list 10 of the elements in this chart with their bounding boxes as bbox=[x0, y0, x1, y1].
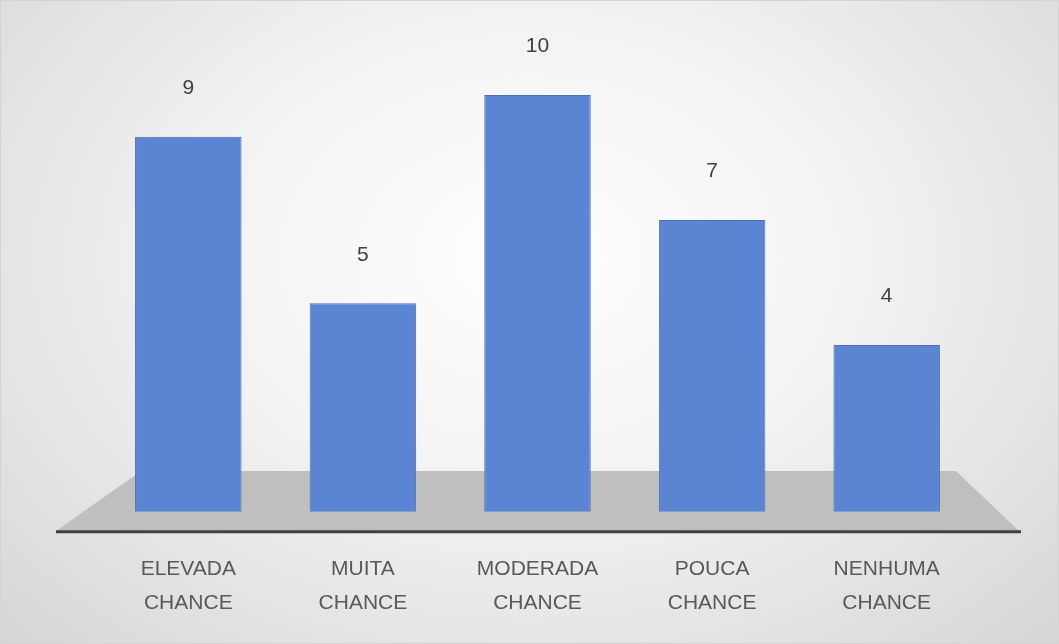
x-tick-label: MUITA CHANCE bbox=[318, 555, 408, 614]
data-label: 10 bbox=[525, 33, 550, 57]
x-tick-label: MODERADA CHANCE bbox=[476, 555, 599, 614]
data-label: 5 bbox=[357, 241, 369, 265]
x-tick-label: NENHUMA CHANCE bbox=[833, 555, 940, 614]
data-label: 7 bbox=[706, 158, 718, 182]
data-label: 9 bbox=[182, 74, 195, 98]
x-tick-label: POUCA CHANCE bbox=[667, 555, 757, 614]
x-tick-label: ELEVADA CHANCE bbox=[140, 555, 236, 614]
data-label: 4 bbox=[880, 283, 893, 307]
